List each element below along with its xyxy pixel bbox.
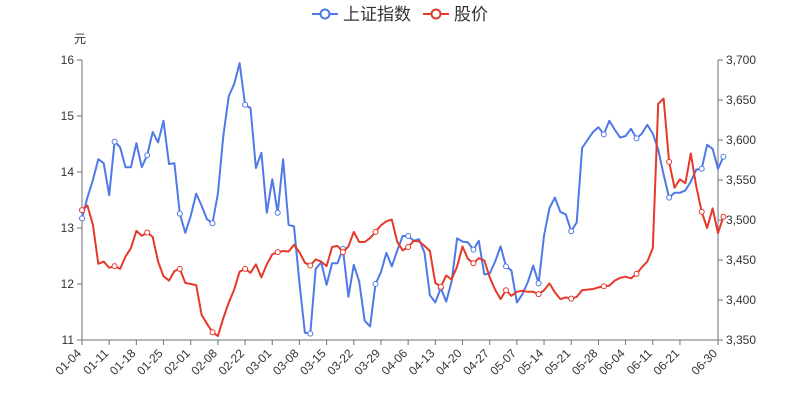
data-point-price[interactable] bbox=[698, 208, 705, 215]
data-point-index[interactable] bbox=[405, 233, 412, 239]
data-point-price[interactable] bbox=[307, 262, 314, 269]
data-point-index[interactable] bbox=[698, 165, 705, 172]
series-line-index[interactable] bbox=[81, 62, 725, 335]
y-right-tick-label: 3,400 bbox=[726, 293, 756, 307]
x-tick-label: 06-04 bbox=[596, 346, 628, 378]
data-point-index[interactable] bbox=[503, 263, 509, 270]
y-left-tick-label: 13 bbox=[61, 221, 75, 235]
y-right-tick-label: 3,550 bbox=[726, 173, 756, 187]
y-left-tick-label: 12 bbox=[61, 277, 75, 291]
legend-item-index[interactable]: 上证指数 bbox=[312, 5, 411, 24]
data-point-price[interactable] bbox=[470, 260, 477, 267]
legend-item-price[interactable]: 股价 bbox=[423, 5, 488, 24]
data-point-index[interactable] bbox=[720, 153, 727, 160]
data-point-index[interactable] bbox=[666, 194, 673, 201]
data-point-price[interactable] bbox=[339, 249, 346, 256]
data-point-index[interactable] bbox=[176, 210, 183, 217]
series-line-price[interactable] bbox=[81, 97, 725, 338]
x-tick-label: 03-01 bbox=[243, 346, 275, 378]
legend-swatch-marker-price bbox=[430, 8, 442, 20]
data-point-index[interactable] bbox=[209, 220, 216, 227]
data-point-price[interactable] bbox=[503, 287, 509, 294]
x-tick-label: 03-15 bbox=[297, 346, 329, 378]
data-point-price[interactable] bbox=[274, 249, 281, 256]
data-point-price[interactable] bbox=[79, 207, 85, 214]
x-tick-label: 06-30 bbox=[689, 346, 721, 378]
legend-label-price: 股价 bbox=[454, 5, 488, 24]
data-point-price[interactable] bbox=[111, 263, 118, 270]
legend[interactable]: 上证指数 股价 bbox=[312, 5, 488, 24]
data-point-price[interactable] bbox=[437, 283, 444, 290]
x-tick-label: 02-08 bbox=[188, 346, 220, 378]
data-point-price[interactable] bbox=[633, 270, 640, 277]
x-tick-label: 03-22 bbox=[324, 346, 356, 378]
data-point-index[interactable] bbox=[274, 209, 281, 216]
y-left-tick-label: 15 bbox=[61, 109, 75, 123]
x-tick-label: 02-01 bbox=[161, 346, 193, 378]
data-point-index[interactable] bbox=[242, 101, 249, 108]
x-tick-label: 02-22 bbox=[216, 346, 248, 378]
x-tick-label: 05-07 bbox=[487, 346, 519, 378]
data-point-price[interactable] bbox=[144, 229, 151, 236]
data-point-index[interactable] bbox=[568, 228, 575, 235]
data-point-price[interactable] bbox=[405, 244, 412, 250]
x-tick-label: 04-20 bbox=[433, 346, 465, 378]
data-point-index[interactable] bbox=[79, 215, 85, 222]
x-tick-label: 06-11 bbox=[624, 346, 655, 377]
data-point-price[interactable] bbox=[600, 283, 607, 290]
legend-swatch-marker-index bbox=[319, 8, 331, 20]
data-point-price[interactable] bbox=[666, 158, 673, 165]
data-point-index[interactable] bbox=[633, 135, 640, 142]
x-tick-label: 01-18 bbox=[107, 346, 139, 378]
data-point-index[interactable] bbox=[535, 280, 542, 287]
x-tick-label: 04-27 bbox=[460, 346, 492, 378]
x-tick-label: 05-14 bbox=[515, 346, 547, 378]
x-tick-label: 01-11 bbox=[80, 346, 111, 377]
data-point-index[interactable] bbox=[111, 138, 118, 145]
x-tick-label: 01-04 bbox=[53, 346, 85, 378]
data-point-price[interactable] bbox=[720, 213, 727, 220]
x-tick-label: 03-29 bbox=[351, 346, 383, 378]
data-point-price[interactable] bbox=[242, 265, 249, 272]
y-left-tick-label: 11 bbox=[62, 333, 75, 347]
y-right-tick-label: 3,350 bbox=[726, 333, 756, 347]
y-right-tick-label: 3,450 bbox=[726, 253, 756, 267]
left-axis-unit: 元 bbox=[74, 32, 86, 46]
x-tick-label: 05-21 bbox=[542, 346, 574, 378]
x-tick-label: 04-13 bbox=[406, 346, 438, 378]
y-right-tick-label: 3,600 bbox=[726, 133, 756, 147]
y-right-tick-label: 3,650 bbox=[726, 93, 756, 107]
x-tick-label: 03-08 bbox=[270, 346, 302, 378]
data-point-index[interactable] bbox=[144, 152, 151, 159]
data-point-price[interactable] bbox=[535, 291, 542, 298]
x-tick-label: 06-21 bbox=[650, 346, 682, 378]
data-point-index[interactable] bbox=[372, 281, 379, 287]
x-tick-label: 05-28 bbox=[569, 346, 601, 378]
y-left-tick-label: 14 bbox=[61, 165, 75, 179]
x-tick-label: 04-06 bbox=[379, 346, 411, 378]
data-point-price[interactable] bbox=[372, 228, 379, 235]
y-right-tick-label: 3,500 bbox=[726, 213, 756, 227]
axes: 11 12 13 14 15 16 3,350 3,400 3,450 3,500 3,550 3,6… bbox=[53, 53, 757, 378]
x-tick-label: 01-25 bbox=[134, 346, 166, 378]
data-point-index[interactable] bbox=[307, 330, 314, 337]
y-right-tick-label: 3,700 bbox=[726, 53, 756, 67]
legend-label-index: 上证指数 bbox=[343, 5, 411, 24]
data-point-price[interactable] bbox=[176, 265, 183, 272]
data-point-price[interactable] bbox=[209, 329, 216, 336]
y-left-tick-label: 16 bbox=[61, 53, 75, 67]
data-point-index[interactable] bbox=[470, 246, 477, 253]
plot-area bbox=[79, 62, 727, 338]
data-point-index[interactable] bbox=[600, 131, 607, 138]
data-point-price[interactable] bbox=[568, 295, 575, 302]
